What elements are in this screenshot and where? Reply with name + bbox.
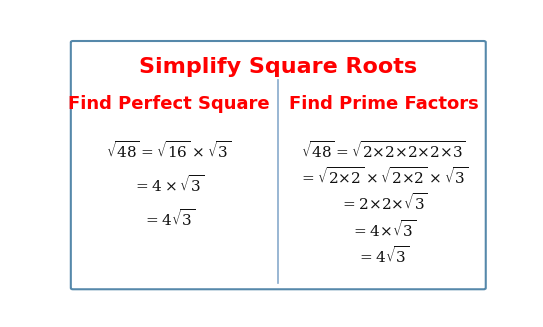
Text: Simplify Square Roots: Simplify Square Roots [139, 57, 418, 77]
Text: $\sqrt{48} = \sqrt{2{\times}2{\times}2{\times}2{\times}3}$: $\sqrt{48} = \sqrt{2{\times}2{\times}2{\… [301, 140, 466, 161]
Text: $= 4\sqrt{3}$: $= 4\sqrt{3}$ [143, 208, 195, 229]
Text: $= 4\sqrt{3}$: $= 4\sqrt{3}$ [357, 245, 410, 266]
Text: Find Perfect Square: Find Perfect Square [68, 95, 270, 112]
Text: $= 4{\times}\sqrt{3}$: $= 4{\times}\sqrt{3}$ [351, 218, 416, 239]
Text: $\sqrt{48} = \sqrt{16} \times \sqrt{3}$: $\sqrt{48} = \sqrt{16} \times \sqrt{3}$ [106, 140, 231, 161]
Text: $= \sqrt{2{\times}2} \times \sqrt{2{\times}2} \times \sqrt{3}$: $= \sqrt{2{\times}2} \times \sqrt{2{\tim… [299, 166, 468, 187]
Text: $= 2{\times}2{\times}\sqrt{3}$: $= 2{\times}2{\times}\sqrt{3}$ [339, 192, 427, 213]
Text: Find Prime Factors: Find Prime Factors [289, 95, 478, 112]
FancyBboxPatch shape [71, 41, 486, 289]
Text: $= 4 \times \sqrt{3}$: $= 4 \times \sqrt{3}$ [134, 174, 204, 195]
